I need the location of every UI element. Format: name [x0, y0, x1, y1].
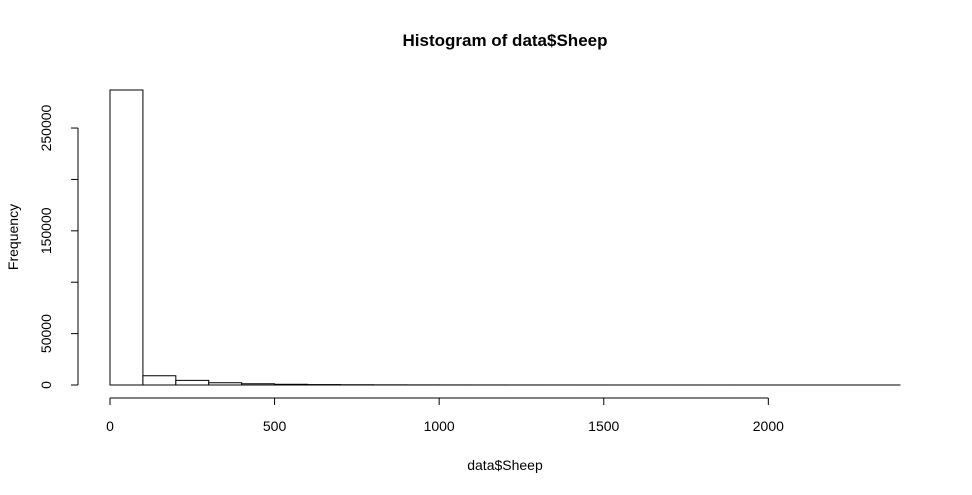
y-axis-label: Frequency	[5, 204, 21, 270]
y-tick-label: 0	[38, 381, 54, 389]
histogram-bar	[208, 382, 243, 386]
histogram-bar	[142, 375, 177, 386]
bars-group	[109, 89, 901, 386]
x-tick-label: 1500	[588, 418, 619, 434]
x-tick-label: 1000	[424, 418, 455, 434]
y-tick-label: 250000	[38, 104, 54, 151]
y-tick-label: 50000	[38, 314, 54, 353]
histogram-bar	[109, 89, 144, 386]
y-axis: 0 50000 150000 250000	[38, 104, 79, 389]
x-tick-label: 500	[263, 418, 287, 434]
x-tick-label: 0	[106, 418, 114, 434]
histogram-bar	[241, 383, 276, 386]
histogram-bar	[274, 383, 309, 386]
x-axis: 0 500 1000 1500 2000	[106, 397, 784, 434]
y-tick-label: 150000	[38, 207, 54, 254]
x-tick-label: 2000	[753, 418, 784, 434]
histogram-bar	[175, 379, 210, 386]
x-axis-label: data$Sheep	[467, 457, 543, 473]
chart-title: Histogram of data$Sheep	[403, 31, 608, 50]
